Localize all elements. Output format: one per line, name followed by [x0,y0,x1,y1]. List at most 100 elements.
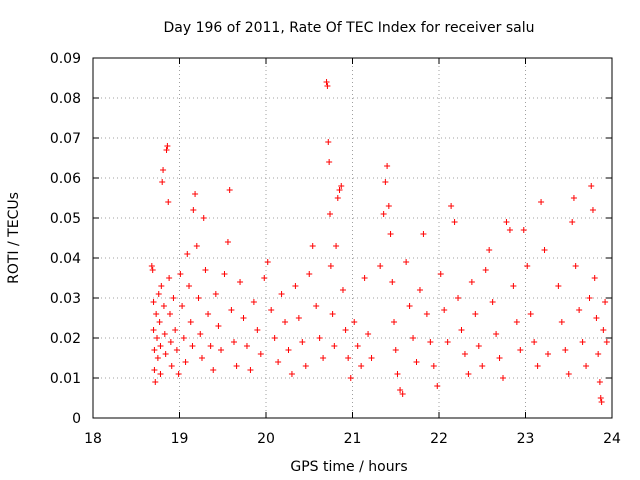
data-point [336,187,343,193]
data-point [243,343,250,349]
data-point [271,335,278,341]
data-point [338,183,345,189]
data-point [430,363,437,369]
data-point [254,327,261,333]
data-point [261,275,268,281]
data-point [306,271,313,277]
data-point [212,291,219,297]
data-point [168,363,175,369]
data-point [531,339,538,345]
x-tick-label: 22 [430,431,448,447]
data-point [224,239,231,245]
data-point [500,375,507,381]
data-point [327,263,334,269]
data-point [342,327,349,333]
data-point [158,283,165,289]
data-point [427,339,434,345]
data-point [157,371,164,377]
data-point [387,231,394,237]
data-point [172,327,179,333]
data-point [150,299,157,305]
data-point [324,83,331,89]
data-point [413,359,420,365]
data-point [534,363,541,369]
data-point [240,315,247,321]
data-point [496,355,503,361]
y-tick-label: 0.03 [50,291,81,307]
data-point [345,355,352,361]
data-point [416,287,423,293]
data-point [149,267,156,273]
data-point [410,335,417,341]
data-point [358,363,365,369]
data-point [513,319,520,325]
data-point [448,203,455,209]
data-point [589,207,596,213]
data-point [166,311,173,317]
data-point [423,311,430,317]
data-point [190,207,197,213]
data-point [165,199,172,205]
y-tick-label: 0.08 [50,91,81,107]
data-point [465,371,472,377]
x-tick-label: 19 [171,431,189,447]
data-point [489,299,496,305]
data-point [197,331,204,337]
data-point [210,367,217,373]
data-point [444,339,451,345]
x-axis-label: GPS time / hours [290,459,407,475]
data-point [558,319,565,325]
data-point [391,319,398,325]
data-point [323,79,330,85]
data-point [192,191,199,197]
y-tick-label: 0.04 [50,251,81,267]
y-tick-label: 0 [72,411,81,427]
y-axis-label: ROTI / TECUs [6,192,22,284]
data-point [461,351,468,357]
data-point [354,343,361,349]
data-point [156,319,163,325]
data-point [486,247,493,253]
data-point [397,387,404,393]
data-point [163,147,170,153]
data-point [579,339,586,345]
data-point [167,339,174,345]
data-point [285,347,292,353]
data-point [475,343,482,349]
data-point [598,399,605,405]
data-point [313,303,320,309]
data-point [170,295,177,301]
data-point [441,307,448,313]
data-point [161,331,168,337]
data-point [309,243,316,249]
data-point [392,347,399,353]
axis-ticks: 18 19 20 21 22 23 24 0 0.01 0.02 0.03 0.04 0.05 0.06 0… [50,51,621,447]
data-point [394,371,401,377]
data-point [565,371,572,377]
data-point [221,271,228,277]
data-point [591,275,598,281]
data-point [160,303,167,309]
chart-title: Day 196 of 2011, Rate Of TEC Index for r… [163,20,534,36]
data-point [198,355,205,361]
data-point [162,351,169,357]
data-point [230,339,237,345]
data-point [193,243,200,249]
data-point [451,219,458,225]
data-point [228,307,235,313]
data-point [572,263,579,269]
data-point [588,183,595,189]
data-point [455,295,462,301]
data-point [247,367,254,373]
data-point [257,351,264,357]
data-point [189,343,196,349]
data-point [527,311,534,317]
data-point [155,291,162,297]
data-point [377,263,384,269]
data-point [205,311,212,317]
data-point [226,187,233,193]
data-point [195,295,202,301]
data-point [154,355,161,361]
data-point [597,395,604,401]
